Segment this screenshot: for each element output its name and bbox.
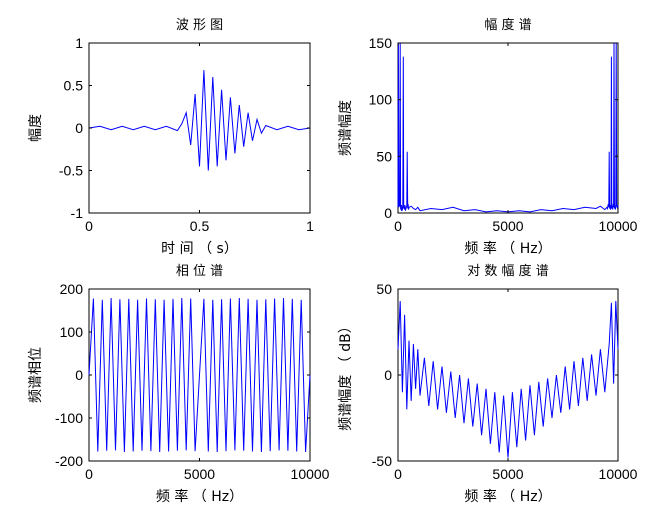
x-tick-label: 10000 — [599, 466, 638, 482]
x-tick-label: 0.5 — [190, 218, 210, 234]
y-tick-label: 200 — [60, 281, 84, 297]
y-tick-label: 0 — [75, 120, 83, 136]
y-tick-label: -200 — [55, 453, 83, 469]
x-axis-label: 频 率 （ Hz） — [464, 240, 551, 257]
y-tick-label: 0 — [384, 367, 392, 383]
y-tick-label: -0.5 — [59, 163, 83, 179]
series-line-0-0 — [88, 70, 311, 171]
x-tick-label: 10000 — [291, 466, 330, 482]
y-axis-label: 频谱幅度 （ dB） — [338, 319, 354, 430]
x-axis-label: 时 间 （ s） — [161, 241, 238, 257]
y-axis-label: 幅度 — [28, 114, 44, 142]
series-line-2-0 — [88, 297, 311, 453]
x-tick-label: 5000 — [492, 218, 523, 234]
y-tick-label: 0 — [75, 367, 83, 383]
x-tick-label: 5000 — [184, 466, 215, 482]
chart-title: 波 形 图 — [176, 18, 223, 33]
x-tick-label: 10000 — [599, 218, 638, 234]
axes-box-0 — [88, 42, 311, 214]
x-tick-label: 0 — [85, 466, 93, 482]
y-tick-label: 0 — [384, 205, 392, 221]
y-tick-label: -1 — [71, 205, 84, 221]
x-axis-label: 频 率 （ Hz） — [156, 488, 243, 505]
y-tick-label: 50 — [376, 148, 392, 164]
y-tick-label: 1 — [75, 35, 83, 51]
chart-title: 对 数 幅 度 谱 — [467, 263, 549, 279]
series-line-3-0 — [397, 300, 619, 458]
series-line-1-0 — [397, 42, 619, 213]
y-tick-label: -50 — [372, 453, 392, 469]
x-tick-label: 0 — [394, 218, 402, 234]
chart-title: 幅 度 谱 — [484, 17, 531, 33]
x-axis-label: 频 率 （ Hz） — [464, 488, 551, 505]
y-axis-label: 频谱幅度 — [338, 100, 354, 156]
axes-box-1 — [397, 42, 619, 214]
y-tick-label: 100 — [60, 324, 84, 340]
x-tick-label: 1 — [306, 218, 314, 234]
y-tick-label: 150 — [369, 35, 393, 51]
y-tick-label: 0.5 — [64, 78, 84, 94]
x-tick-label: 5000 — [492, 466, 523, 482]
y-tick-label: -100 — [55, 410, 83, 426]
y-tick-label: 50 — [376, 281, 392, 297]
x-tick-label: 0 — [394, 466, 402, 482]
y-axis-label: 频谱相位 — [28, 347, 44, 403]
x-tick-label: 0 — [85, 218, 93, 234]
y-tick-label: 100 — [369, 92, 393, 108]
chart-title: 相 位 谱 — [176, 264, 223, 279]
